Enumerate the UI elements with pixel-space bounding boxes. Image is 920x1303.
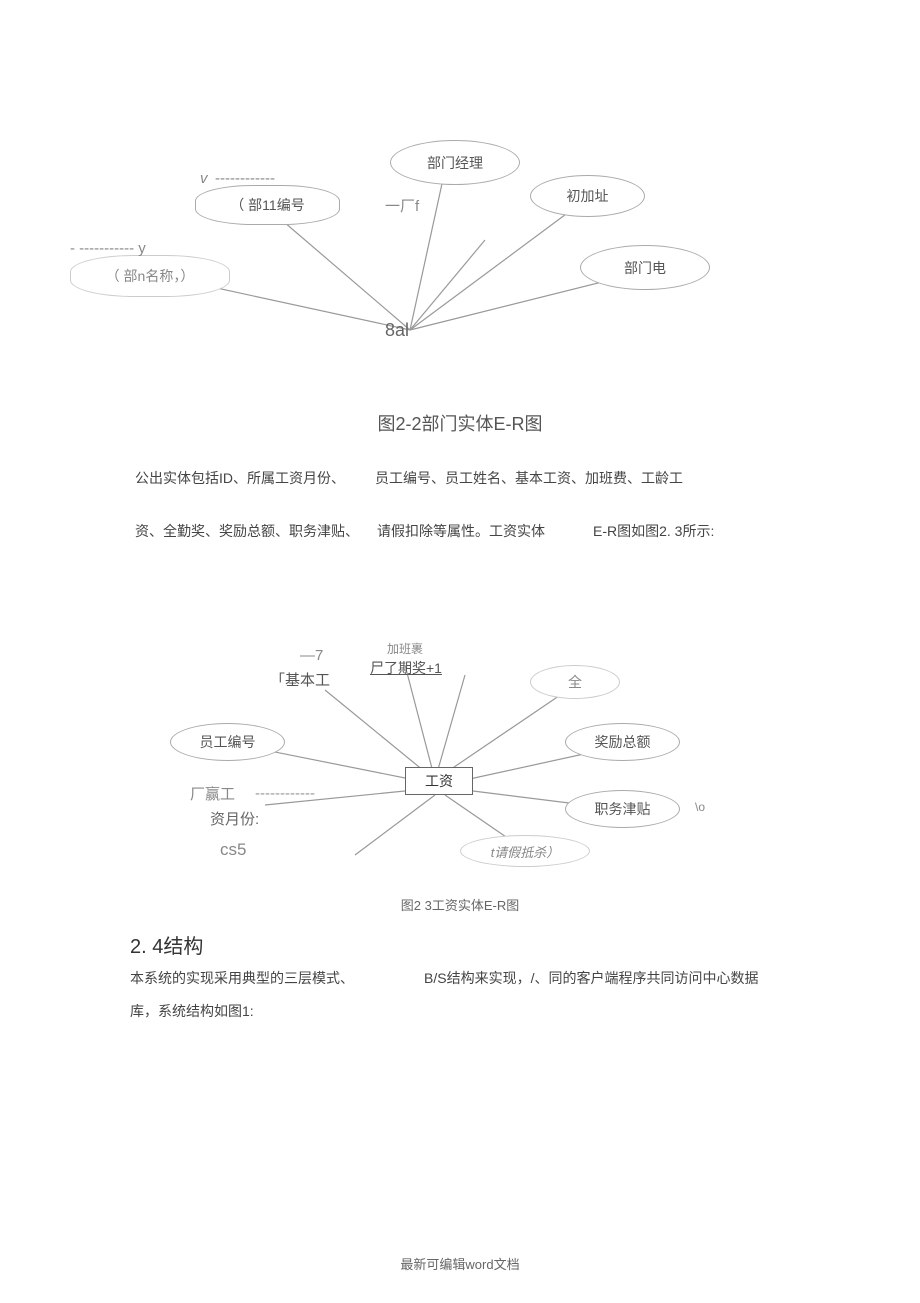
er1-stray-f: 一厂f	[385, 195, 419, 216]
er2-node-month: 资月份:	[210, 808, 259, 829]
er1-node-deptid-label: （ 部11编号	[230, 195, 304, 215]
er2-stray-7: —7	[300, 647, 323, 664]
figure-2-3-caption-text: 图2 3工资实体E-R图	[401, 898, 519, 913]
er1-entity: 8al	[385, 320, 409, 341]
er1-node-phone-label: 部门电	[624, 258, 666, 278]
paragraph-salary-entity: 公出实体包括ID、所属工资月份、 员工编号、员工姓名、基本工资、加班费、工龄工 …	[135, 465, 795, 544]
figure-2-2-caption: 图2-2部门实体E-R图	[0, 410, 920, 436]
er2-node-reward-label: 奖励总额	[595, 732, 651, 752]
p2-line1a: 本系统的实现采用典型的三层模式、	[130, 965, 354, 992]
heading-2-4: 2. 4结构	[130, 930, 203, 959]
er2-node-allowance: 职务津贴	[565, 790, 680, 828]
figure-2-3-caption: 图2 3工资实体E-R图	[0, 895, 920, 914]
er1-node-address-label: 初加址	[567, 186, 609, 206]
paragraph-structure: 本系统的实现采用典型的三层模式、 B/S结构来实现，/、同的客户端程序共同访问中…	[130, 965, 810, 1024]
p1-line1a: 公出实体包括ID、所属工资月份、	[135, 465, 345, 492]
er-diagram-1: 部门经理 （ 部11编号 初加址 （ 部n名称，） 部门电 v --------…	[110, 130, 810, 360]
er1-node-manager: 部门经理	[390, 140, 520, 185]
er2-node-full-label: 全	[568, 672, 582, 692]
er1-node-deptname: （ 部n名称，）	[70, 255, 230, 297]
er2-dashed-line: ------------	[255, 785, 315, 802]
er2-entity: 工资	[405, 767, 473, 795]
er2-node-senior: 厂赢工	[190, 783, 235, 804]
page-footer: 最新可编辑word文档	[0, 1254, 920, 1273]
p1-line2b: 请假扣除等属性。工资实体	[377, 518, 545, 545]
heading-2-4-text: 2. 4结构	[130, 936, 203, 958]
er1-node-deptid: （ 部11编号	[195, 185, 340, 225]
er2-node-bonus: 尸了期奖+1	[370, 658, 442, 678]
er2-node-overtime-label: 加班裹	[387, 640, 423, 657]
figure-2-2-caption-text: 图2-2部门实体E-R图	[377, 414, 542, 434]
er2-stray-o: \o	[695, 800, 705, 814]
p2-line1b: B/S结构来实现，/、同的客户端程序共同访问中心数据	[424, 965, 758, 992]
er2-node-full: 全	[530, 665, 620, 699]
er1-node-deptname-label: （ 部n名称，）	[106, 266, 195, 286]
p1-line2c: E-R图如图2. 3所示:	[593, 518, 714, 545]
p1-line2a: 资、全勤奖、奖励总额、职务津贴、	[135, 518, 359, 545]
er2-node-reward: 奖励总额	[565, 723, 680, 761]
er2-node-leave-label: t请假抵杀）	[491, 842, 560, 861]
er1-stray-y: - ----------- y	[70, 240, 146, 257]
p2-line2: 库，系统结构如图1:	[130, 1003, 254, 1019]
er2-node-allowance-label: 职务津贴	[595, 799, 651, 819]
er2-node-empid: 员工编号	[170, 723, 285, 761]
er1-node-phone: 部门电	[580, 245, 710, 290]
er2-node-leave: t请假抵杀）	[460, 835, 590, 867]
er1-stray-dash1: ------------	[215, 170, 275, 187]
er1-entity-label: 8al	[385, 320, 409, 340]
er2-node-basic: 「基本工	[270, 669, 330, 690]
er-diagram-2: —7 「基本工 加班裹 尸了期奖+1 全 员工编号 奖励总额 工资 厂赢工 --…	[155, 625, 765, 885]
er2-node-empid-label: 员工编号	[200, 732, 256, 752]
er1-stray-v: v	[200, 170, 208, 187]
er2-stray-cs5: cs5	[220, 840, 246, 860]
er1-node-address: 初加址	[530, 175, 645, 217]
page-footer-text: 最新可编辑word文档	[400, 1257, 519, 1272]
p1-line1b: 员工编号、员工姓名、基本工资、加班费、工龄工	[375, 465, 683, 492]
er2-entity-label: 工资	[425, 771, 453, 791]
er1-node-manager-label: 部门经理	[427, 153, 483, 173]
